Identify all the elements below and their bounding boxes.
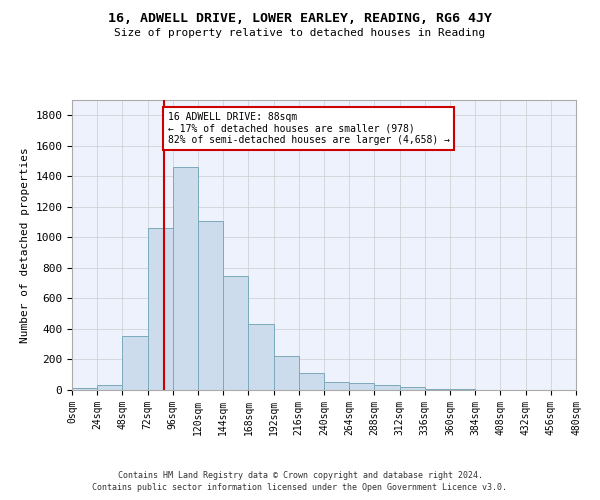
Bar — [274, 356, 299, 390]
Text: Size of property relative to detached houses in Reading: Size of property relative to detached ho… — [115, 28, 485, 38]
Bar — [299, 373, 324, 390]
Bar — [374, 386, 400, 390]
Bar — [400, 387, 425, 390]
Bar — [425, 389, 450, 390]
Bar — [72, 388, 97, 390]
Bar — [97, 386, 122, 390]
Y-axis label: Number of detached properties: Number of detached properties — [20, 147, 30, 343]
Text: 16 ADWELL DRIVE: 88sqm
← 17% of detached houses are smaller (978)
82% of semi-de: 16 ADWELL DRIVE: 88sqm ← 17% of detached… — [167, 112, 449, 146]
Bar — [223, 276, 248, 390]
Bar — [450, 389, 475, 390]
Bar — [248, 324, 274, 390]
Text: Contains public sector information licensed under the Open Government Licence v3: Contains public sector information licen… — [92, 484, 508, 492]
Bar — [324, 382, 349, 390]
Bar — [198, 220, 223, 390]
Bar — [148, 228, 173, 390]
Text: 16, ADWELL DRIVE, LOWER EARLEY, READING, RG6 4JY: 16, ADWELL DRIVE, LOWER EARLEY, READING,… — [108, 12, 492, 26]
Bar — [349, 383, 374, 390]
Text: Contains HM Land Registry data © Crown copyright and database right 2024.: Contains HM Land Registry data © Crown c… — [118, 471, 482, 480]
Bar — [173, 167, 198, 390]
Bar — [122, 336, 148, 390]
